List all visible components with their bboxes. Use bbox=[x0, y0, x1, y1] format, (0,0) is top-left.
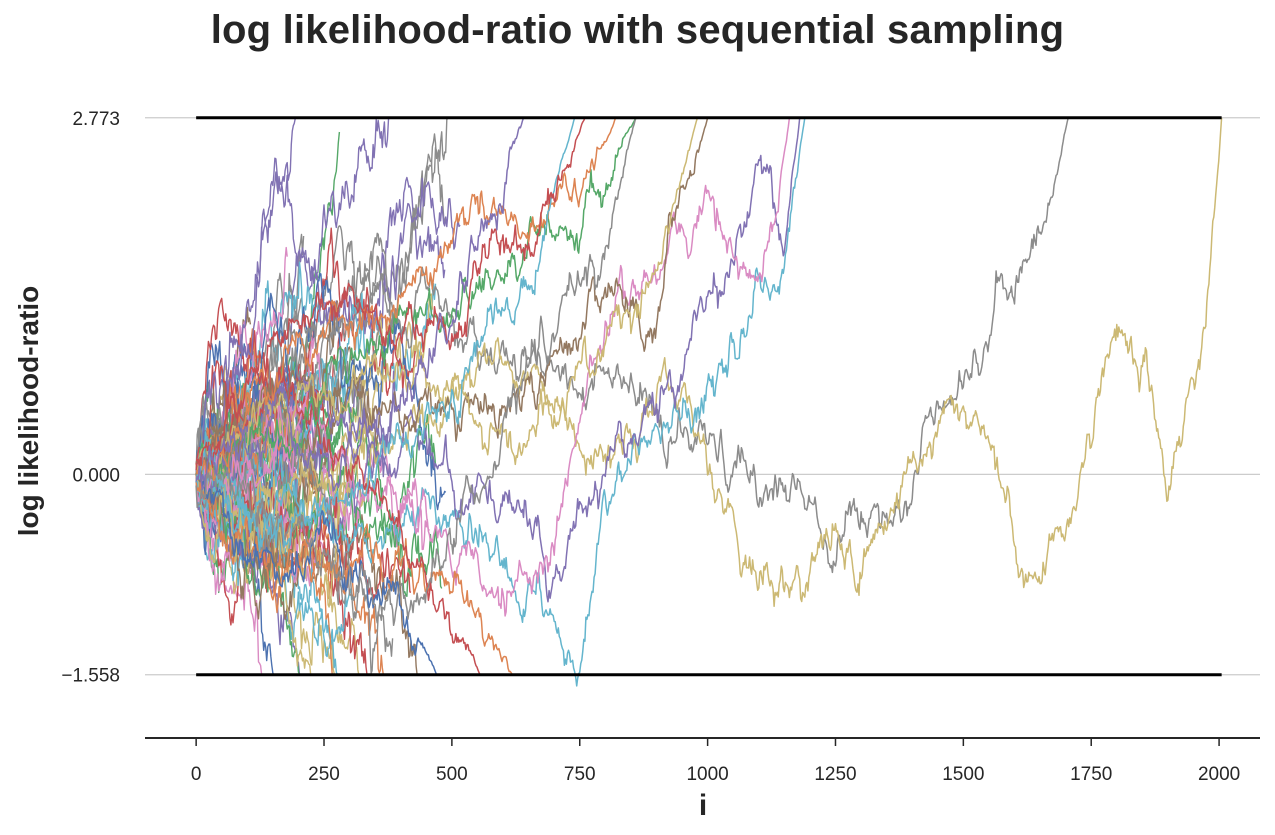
x-tick-label-7: 1750 bbox=[1070, 764, 1112, 785]
x-tick-label-2: 500 bbox=[436, 764, 468, 785]
y-tick-label-0: −1.558 bbox=[61, 666, 120, 687]
x-tick-labels: 0 250 500 750 1000 1250 1500 1750 2000 bbox=[191, 764, 1240, 785]
x-axis-label: i bbox=[699, 789, 707, 822]
series-path-clutter-65 bbox=[195, 300, 338, 620]
series-path-6 bbox=[195, 464, 438, 675]
x-tick-label-0: 0 bbox=[191, 764, 202, 785]
series-path-12 bbox=[195, 117, 617, 482]
series-path-clutter-64 bbox=[196, 117, 297, 476]
series-path-clutter-59 bbox=[195, 292, 366, 539]
series-path-11 bbox=[195, 117, 637, 627]
x-tick-label-1: 250 bbox=[308, 764, 340, 785]
series-path-13 bbox=[195, 117, 576, 553]
x-tick-label-4: 1000 bbox=[686, 764, 728, 785]
y-tick-label-2: 2.773 bbox=[72, 109, 120, 130]
series-path-clutter-54 bbox=[195, 171, 461, 475]
threshold-lines bbox=[196, 116, 1222, 677]
x-tick-label-3: 750 bbox=[564, 764, 596, 785]
x-tick-label-6: 1500 bbox=[942, 764, 984, 785]
series-path-15 bbox=[195, 117, 525, 492]
series-path-14 bbox=[195, 117, 586, 471]
series-path-5 bbox=[195, 480, 514, 676]
series-path-3 bbox=[195, 117, 801, 603]
series-path-8 bbox=[195, 117, 709, 483]
x-tick-label-8: 2000 bbox=[1198, 764, 1240, 785]
y-tick-labels: −1.558 0.000 2.773 bbox=[61, 109, 120, 687]
y-tick-label-1: 0.000 bbox=[72, 465, 120, 486]
series-path-10 bbox=[195, 117, 699, 482]
series-path-2 bbox=[195, 117, 806, 687]
y-axis-label: log likelihood-ratio bbox=[13, 286, 44, 536]
x-axis bbox=[145, 737, 1260, 746]
series-lines bbox=[195, 117, 1223, 687]
x-tick-label-5: 1250 bbox=[814, 764, 856, 785]
chart-title: log likelihood-ratio with sequential sam… bbox=[210, 8, 1065, 52]
